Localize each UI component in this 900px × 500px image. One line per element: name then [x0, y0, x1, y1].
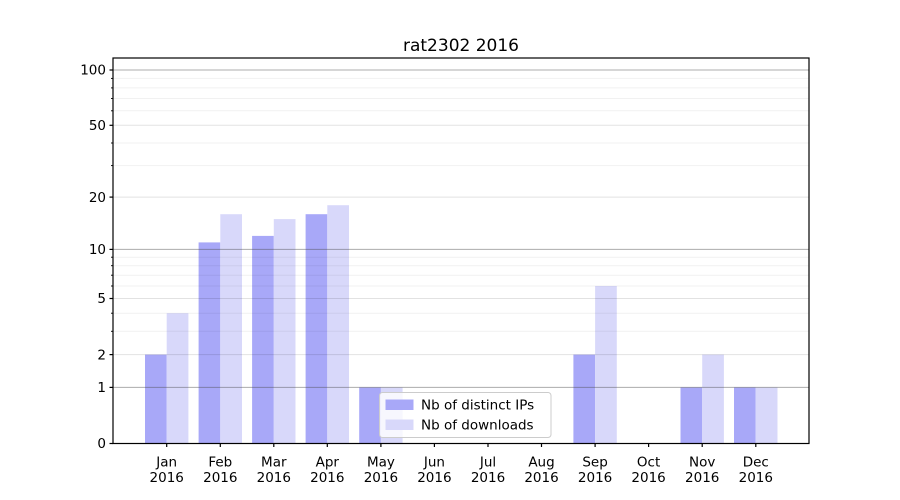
x-tick-label-month: Nov	[689, 455, 715, 471]
x-tick-label-year: 2016	[417, 470, 451, 486]
legend-box	[379, 392, 552, 438]
x-tick-label-month: Dec	[743, 455, 769, 471]
y-tick-label: 1	[97, 380, 106, 396]
bar-downloads	[595, 286, 617, 444]
bar-distinct-ips	[680, 387, 703, 444]
y-tick-label: 100	[80, 63, 106, 79]
y-tick-label: 2	[97, 347, 106, 363]
x-tick-label-month: Jan	[155, 455, 177, 471]
chart-title: rat2302 2016	[403, 36, 519, 56]
bar-distinct-ips	[305, 214, 328, 444]
x-tick-label-month: Feb	[208, 455, 232, 471]
x-tick-label-month: Jul	[479, 455, 496, 471]
x-tick-label-month: May	[367, 455, 395, 471]
bar-distinct-ips	[573, 354, 596, 444]
x-tick-label-year: 2016	[739, 470, 773, 486]
x-tick-label-year: 2016	[150, 470, 184, 486]
axes-frame	[112, 57, 810, 445]
x-tick-label-month: Oct	[637, 455, 660, 471]
x-tick-label-year: 2016	[364, 470, 398, 486]
y-tick-label: 20	[89, 190, 106, 206]
y-tick-label: 5	[97, 291, 106, 307]
x-tick-label-year: 2016	[631, 470, 665, 486]
x-tick-label-year: 2016	[578, 470, 612, 486]
x-tick-label-year: 2016	[471, 470, 505, 486]
y-tick-label: 10	[89, 242, 106, 258]
bar-downloads	[702, 354, 724, 444]
bar-downloads	[166, 313, 189, 444]
legend-swatch-downloads	[385, 419, 414, 430]
legend-label-distinct-ips: Nb of distinct IPs	[421, 397, 534, 413]
x-tick-label-month: Sep	[582, 455, 607, 471]
x-tick-label-month: Apr	[316, 455, 340, 471]
legend-label-downloads: Nb of downloads	[421, 417, 534, 433]
legend-swatch-distinct-ips	[385, 399, 414, 410]
bar-distinct-ips	[198, 242, 221, 444]
bar-distinct-ips	[734, 387, 756, 444]
x-tick-label-year: 2016	[203, 470, 237, 486]
x-tick-label-month: Aug	[528, 455, 554, 471]
x-tick-label-year: 2016	[257, 470, 291, 486]
x-tick-label-year: 2016	[685, 470, 719, 486]
bar-downloads	[220, 214, 242, 444]
bar-downloads	[327, 205, 349, 444]
y-tick-label: 50	[89, 118, 106, 134]
bar-downloads	[755, 387, 778, 444]
x-tick-label-year: 2016	[310, 470, 344, 486]
x-tick-label-month: Mar	[261, 455, 287, 471]
y-tick-label: 0	[97, 436, 106, 452]
x-tick-label-month: Jun	[423, 455, 445, 471]
bar-distinct-ips	[252, 235, 274, 444]
bar-distinct-ips	[145, 354, 167, 444]
bar-distinct-ips	[359, 387, 381, 444]
bar-downloads	[273, 219, 296, 444]
x-tick-label-year: 2016	[524, 470, 558, 486]
